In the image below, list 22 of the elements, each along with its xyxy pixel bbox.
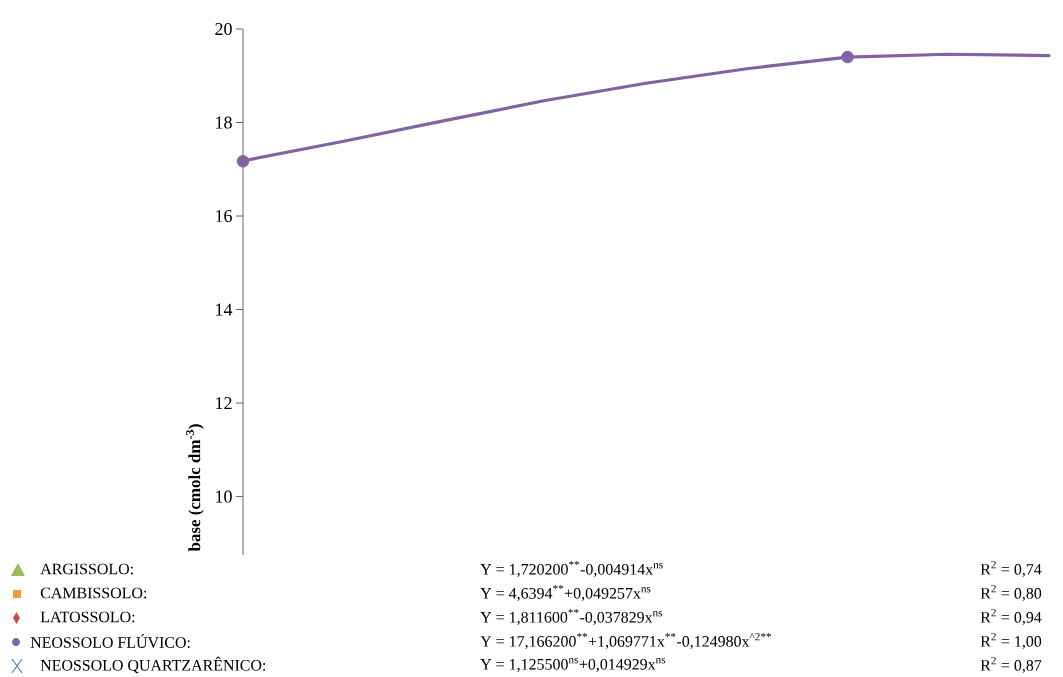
y-tick-label: 10 [216,490,232,503]
text: Y = 4,6394$^{**}$+0,049257x$^{ns}$ [480,585,651,602]
y-tick-label: 20 [215,22,232,36]
text: LATOSSOLO: [40,611,135,623]
y-axis-title: base (cmolc dm$^{-3}$) [186,424,204,552]
y-tick-label: 12 [216,397,232,409]
text: R$^{2}$ = 0,87 [980,656,1042,674]
text: R$^{2}$ = 1,00 [980,632,1042,650]
text: R$^{2}$ = 0,80 [980,584,1042,602]
y-tick-label: 16 [216,210,232,223]
text: R$^{2}$ = 0,94 [980,608,1042,626]
text: Y = 17,166200$^{**}$+1,069771x$^{**}$-0,124980x$^{^2**}$ [480,632,771,650]
text: Y = 1,720200$^{**}$-0,004914x$^{ns}$ [480,561,663,578]
text: ARGISSOLO: [40,563,133,575]
text: Y = 1,811600$^{**}$-0,037829x$^{ns}$ [480,609,663,626]
text: NEOSSOLO QUARTZARÊNICO: [40,656,266,674]
text: Y = 1,125500$^{ns}$+0,014929x$^{ns}$ [480,658,666,672]
y-tick-label: 18 [216,116,232,129]
text: R$^{2}$ = 0,74 [980,560,1042,578]
y-tick-label: 14 [216,303,233,316]
text: CAMBISSOLO: [40,587,147,599]
text: NEOSSOLO FLÚVICO: [30,634,190,648]
